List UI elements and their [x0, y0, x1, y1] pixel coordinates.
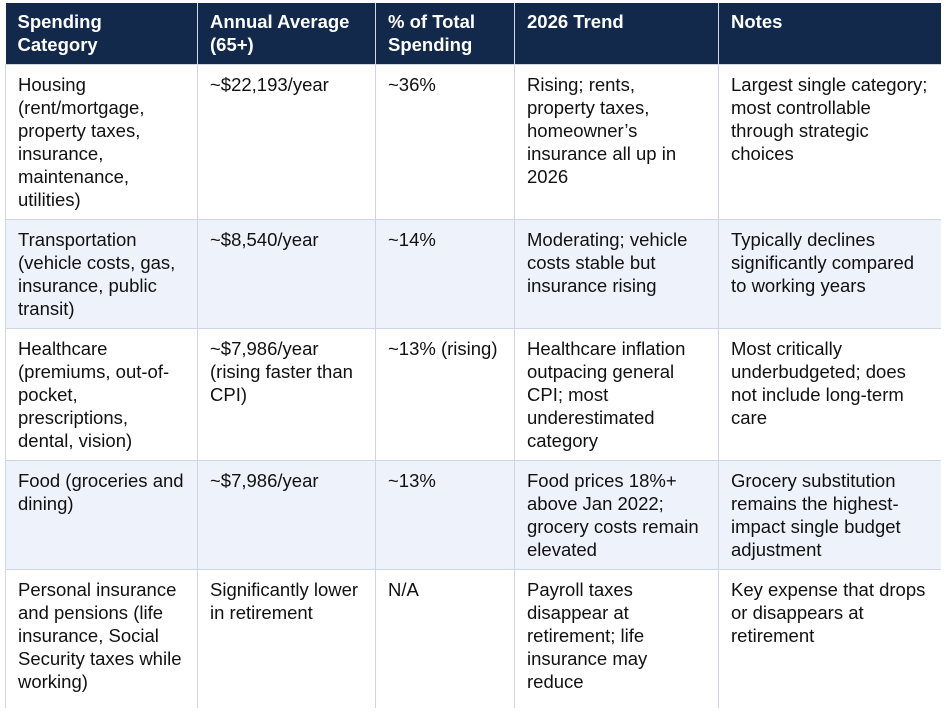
header-spending-category: Spending Category — [5, 3, 198, 65]
cell-notes: Typically declines significantly compare… — [718, 219, 941, 329]
header-notes: Notes — [718, 3, 941, 65]
table-row-personal-insurance: Personal insurance and pensions (life in… — [5, 569, 941, 708]
cell-annual-average: ~$22,193/year — [197, 64, 376, 220]
cell-percent-total: ~13% — [375, 460, 515, 570]
cell-percent-total: ~13% (rising) — [375, 328, 515, 461]
cell-category: Healthcare (premiums, out-of-pocket, pre… — [5, 328, 198, 461]
table-row-healthcare: Healthcare (premiums, out-of-pocket, pre… — [5, 328, 941, 461]
cell-notes: Key expense that drops or disappears at … — [718, 569, 941, 708]
header-annual-average: Annual Average (65+) — [197, 3, 376, 65]
table-row-housing: Housing (rent/mortgage, property taxes, … — [5, 64, 941, 220]
cell-percent-total: N/A — [375, 569, 515, 708]
retirement-spending-table: Spending Category Annual Average (65+) %… — [5, 3, 941, 708]
table-row-transportation: Transportation (vehicle costs, gas, insu… — [5, 219, 941, 329]
cell-category: Personal insurance and pensions (life in… — [5, 569, 198, 708]
cell-percent-total: ~14% — [375, 219, 515, 329]
cell-annual-average: Significantly lower in retirement — [197, 569, 376, 708]
cell-trend-2026: Food prices 18%+ above Jan 2022; grocery… — [514, 460, 719, 570]
cell-trend-2026: Healthcare inflation outpacing general C… — [514, 328, 719, 461]
cell-annual-average: ~$7,986/year (rising faster than CPI) — [197, 328, 376, 461]
cell-notes: Grocery substitution remains the highest… — [718, 460, 941, 570]
cell-category: Housing (rent/mortgage, property taxes, … — [5, 64, 198, 220]
cell-trend-2026: Payroll taxes disappear at retirement; l… — [514, 569, 719, 708]
table-row-food: Food (groceries and dining) ~$7,986/year… — [5, 460, 941, 570]
cell-annual-average: ~$7,986/year — [197, 460, 376, 570]
cell-trend-2026: Moderating; vehicle costs stable but ins… — [514, 219, 719, 329]
cell-notes: Most critically underbudgeted; does not … — [718, 328, 941, 461]
cell-annual-average: ~$8,540/year — [197, 219, 376, 329]
header-trend-2026: 2026 Trend — [514, 3, 719, 65]
spending-table-container: Spending Category Annual Average (65+) %… — [5, 3, 941, 708]
header-percent-total: % of Total Spending — [375, 3, 515, 65]
cell-percent-total: ~36% — [375, 64, 515, 220]
cell-notes: Largest single category; most controllab… — [718, 64, 941, 220]
cell-category: Transportation (vehicle costs, gas, insu… — [5, 219, 198, 329]
cell-trend-2026: Rising; rents, property taxes, homeowner… — [514, 64, 719, 220]
cell-category: Food (groceries and dining) — [5, 460, 198, 570]
table-header-row: Spending Category Annual Average (65+) %… — [5, 3, 941, 65]
